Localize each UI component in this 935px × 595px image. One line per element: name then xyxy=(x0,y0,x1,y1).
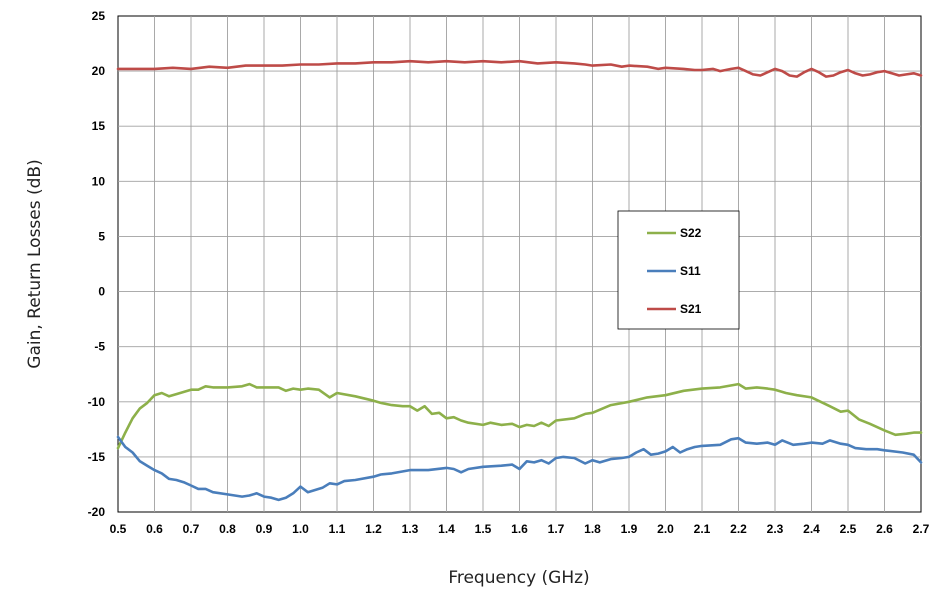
x-tick-label: 1.2 xyxy=(365,522,382,536)
x-tick-label: 2.3 xyxy=(767,522,784,536)
x-tick-label: 2.1 xyxy=(694,522,711,536)
x-tick-label: 2.7 xyxy=(913,522,930,536)
x-tick-label: 2.2 xyxy=(730,522,747,536)
y-tick-label: 15 xyxy=(92,119,106,133)
gridlines xyxy=(118,16,921,512)
series-line-s21 xyxy=(116,59,923,78)
x-axis-title: Frequency (GHz) xyxy=(448,568,589,588)
y-tick-label: 20 xyxy=(92,64,106,78)
x-tick-label: 0.9 xyxy=(256,522,273,536)
legend-box xyxy=(617,210,740,330)
x-tick-label: 1.9 xyxy=(621,522,638,536)
x-tick-label: 2.6 xyxy=(876,522,893,536)
y-tick-label: 10 xyxy=(92,174,106,188)
legend: S22 S11 S21 xyxy=(617,210,740,330)
series-line-s11 xyxy=(116,435,923,502)
y-tick-label: 0 xyxy=(98,285,105,299)
y-tick-label: -15 xyxy=(88,450,106,464)
series-layer xyxy=(116,59,923,502)
legend-label-s11: S11 xyxy=(680,264,701,278)
x-tick-labels: 0.5 0.6 0.7 0.8 0.9 1.0 1.1 1.2 1.3 1.4 1.5 1.6 1.7 1… xyxy=(110,522,930,536)
y-tick-label: -20 xyxy=(88,505,106,519)
x-tick-label: 0.7 xyxy=(183,522,200,536)
x-tick-label: 1.5 xyxy=(475,522,492,536)
y-tick-label: 5 xyxy=(98,229,105,243)
x-tick-label: 0.5 xyxy=(110,522,127,536)
x-tick-label: 1.3 xyxy=(402,522,419,536)
x-tick-label: 1.8 xyxy=(584,522,601,536)
series-line-s22 xyxy=(116,382,923,450)
legend-label-s21: S21 xyxy=(680,302,702,316)
x-tick-label: 2.5 xyxy=(840,522,857,536)
x-tick-label: 0.8 xyxy=(219,522,236,536)
y-axis-title: Gain, Return Losses (dB) xyxy=(25,159,45,368)
x-tick-label: 1.7 xyxy=(548,522,565,536)
y-tick-labels: 25 20 15 10 5 0 -5 -10 -15 -20 xyxy=(88,9,106,519)
x-tick-label: 2.4 xyxy=(803,522,820,536)
x-tick-label: 2.0 xyxy=(657,522,674,536)
x-tick-label: 1.0 xyxy=(292,522,309,536)
y-tick-label: -5 xyxy=(94,340,105,354)
x-tick-label: 1.6 xyxy=(511,522,528,536)
y-tick-label: -10 xyxy=(88,395,106,409)
x-tick-label: 1.4 xyxy=(438,522,455,536)
legend-label-s22: S22 xyxy=(680,226,702,240)
y-tick-label: 25 xyxy=(92,9,106,23)
x-tick-label: 0.6 xyxy=(146,522,163,536)
x-tick-label: 1.1 xyxy=(329,522,346,536)
